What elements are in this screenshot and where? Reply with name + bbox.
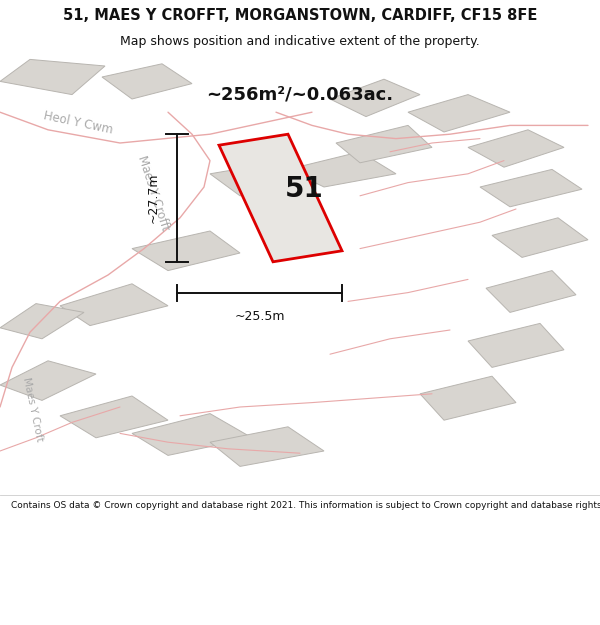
Polygon shape <box>132 414 252 456</box>
Polygon shape <box>132 231 240 271</box>
Polygon shape <box>0 59 105 94</box>
Text: 51: 51 <box>285 175 324 203</box>
Polygon shape <box>480 169 582 207</box>
Polygon shape <box>468 130 564 168</box>
Text: ~25.5m: ~25.5m <box>234 310 285 323</box>
Polygon shape <box>60 284 168 326</box>
Polygon shape <box>486 271 576 312</box>
Polygon shape <box>0 361 96 401</box>
Text: Maes Y Crofft: Maes Y Crofft <box>135 154 171 233</box>
Polygon shape <box>102 64 192 99</box>
Polygon shape <box>60 396 168 437</box>
Polygon shape <box>492 217 588 258</box>
Polygon shape <box>420 376 516 420</box>
Polygon shape <box>330 79 420 117</box>
Polygon shape <box>288 152 396 187</box>
Text: ~256m²/~0.063ac.: ~256m²/~0.063ac. <box>206 86 394 104</box>
Text: ~27.7m: ~27.7m <box>146 173 160 223</box>
Polygon shape <box>0 304 84 339</box>
Polygon shape <box>210 161 324 196</box>
Text: Map shows position and indicative extent of the property.: Map shows position and indicative extent… <box>120 35 480 48</box>
Polygon shape <box>408 94 510 132</box>
Polygon shape <box>210 427 324 466</box>
Polygon shape <box>468 323 564 368</box>
Polygon shape <box>219 134 342 262</box>
Text: 51, MAES Y CROFFT, MORGANSTOWN, CARDIFF, CF15 8FE: 51, MAES Y CROFFT, MORGANSTOWN, CARDIFF,… <box>63 8 537 23</box>
Text: Contains OS data © Crown copyright and database right 2021. This information is : Contains OS data © Crown copyright and d… <box>11 501 600 511</box>
Text: Maes Y Croft: Maes Y Croft <box>22 376 44 442</box>
Text: Heol Y Cwm: Heol Y Cwm <box>42 109 114 137</box>
Polygon shape <box>336 126 432 162</box>
